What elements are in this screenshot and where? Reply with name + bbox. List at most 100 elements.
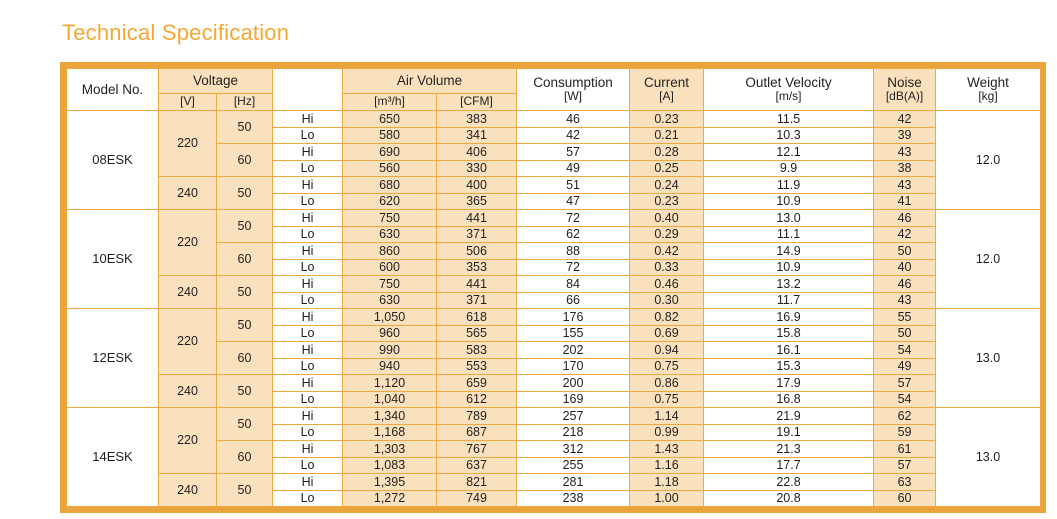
cell-air-m3h: 940 [342, 357, 438, 375]
cell-air-m3h: 1,395 [342, 473, 438, 491]
cell-current: 0.33 [629, 258, 705, 276]
cell-current: 0.69 [629, 324, 705, 342]
cell-air-m3h: 560 [342, 159, 438, 177]
cell-speed: Hi [272, 407, 344, 425]
cell-outlet-velocity: 22.8 [703, 473, 875, 491]
cell-air-cfm: 565 [436, 324, 518, 342]
table-row: 08ESK 220 50 Hi 650 383 46 0.23 11.5 42 12.0 [66, 110, 1042, 210]
weight-label: Weight [967, 74, 1009, 90]
cell-air-m3h: 1,083 [342, 456, 438, 474]
table-row: Lo 1,040 612 169 0.75 16.8 54 [67, 390, 1041, 408]
cell-outlet-velocity: 17.9 [703, 374, 875, 392]
table-row: 10ESK 220 50 Hi 750 441 72 0.40 13.0 46 12.0 [66, 209, 1042, 309]
cell-outlet-velocity: 11.1 [703, 225, 875, 243]
cell-noise: 63 [873, 473, 937, 491]
cell-air-m3h: 630 [342, 291, 438, 309]
spec-table-frame: Model No. Voltage Air Volume Consumption… [60, 62, 1046, 513]
table-row: Lo 630 371 66 0.30 11.7 43 [67, 291, 1041, 309]
cell-outlet-velocity: 13.2 [703, 275, 875, 293]
cell-noise: 40 [873, 258, 937, 276]
cell-air-cfm: 406 [436, 143, 518, 161]
cell-consumption: 170 [516, 357, 631, 375]
col-header-model: Model No. [66, 68, 159, 111]
cell-voltage-hz: 60 [215, 440, 274, 474]
cell-noise: 46 [873, 209, 937, 227]
cell-voltage-v: 240 [158, 374, 217, 408]
cell-air-cfm: 637 [436, 456, 518, 474]
cell-speed: Lo [272, 324, 344, 342]
col-header-speed-blank [272, 68, 344, 111]
cell-noise: 54 [873, 341, 937, 359]
cell-consumption: 72 [516, 209, 631, 227]
cell-consumption: 42 [516, 126, 631, 144]
consumption-label: Consumption [533, 74, 613, 90]
cell-air-cfm: 341 [436, 126, 518, 144]
cell-speed: Lo [272, 423, 344, 441]
cell-voltage-v: 240 [158, 176, 217, 210]
cell-speed: Hi [272, 308, 344, 326]
cell-weight: 13.0 [935, 407, 1042, 507]
cell-noise: 43 [873, 176, 937, 194]
cell-voltage-v: 240 [158, 275, 217, 309]
cell-noise: 43 [873, 291, 937, 309]
cell-outlet-velocity: 11.9 [703, 176, 875, 194]
table-row: 14ESK 220 50 Hi 1,340 789 257 1.14 21.9 62 13.0 [66, 407, 1042, 507]
table-row: Lo 620 365 47 0.23 10.9 41 [67, 192, 1041, 210]
cell-voltage-hz: 50 [215, 275, 274, 309]
cell-current: 1.18 [629, 473, 705, 491]
cell-voltage-hz: 60 [215, 242, 274, 276]
cell-current: 1.16 [629, 456, 705, 474]
cell-speed: Lo [272, 258, 344, 276]
cell-air-m3h: 630 [342, 225, 438, 243]
cell-noise: 41 [873, 192, 937, 210]
cell-current: 0.75 [629, 357, 705, 375]
cell-speed: Lo [272, 126, 344, 144]
consumption-unit: [W] [564, 89, 583, 104]
cell-current: 0.86 [629, 374, 705, 392]
cell-outlet-velocity: 16.8 [703, 390, 875, 408]
cell-air-m3h: 690 [342, 143, 438, 161]
cell-outlet-velocity: 11.7 [703, 291, 875, 309]
cell-consumption: 255 [516, 456, 631, 474]
cell-air-m3h: 620 [342, 192, 438, 210]
cell-consumption: 218 [516, 423, 631, 441]
cell-air-cfm: 371 [436, 291, 518, 309]
col-header-volts-unit: [V] [158, 93, 217, 111]
cell-outlet-velocity: 21.3 [703, 440, 875, 458]
cell-voltage-hz: 50 [215, 176, 274, 210]
cell-current: 1.14 [629, 407, 705, 425]
cell-consumption: 72 [516, 258, 631, 276]
cell-speed: Hi [272, 110, 344, 128]
cell-speed: Lo [272, 159, 344, 177]
table-row: 240 50 Hi 1,395 821 281 1.18 22.8 63 [67, 473, 1041, 507]
cell-air-cfm: 365 [436, 192, 518, 210]
cell-air-m3h: 1,340 [342, 407, 438, 425]
cell-weight: 13.0 [935, 308, 1042, 408]
cell-speed: Hi [272, 242, 344, 260]
table-row: Lo 560 330 49 0.25 9.9 38 [67, 159, 1041, 177]
cell-noise: 50 [873, 242, 937, 260]
cell-consumption: 257 [516, 407, 631, 425]
cell-air-m3h: 680 [342, 176, 438, 194]
cell-speed: Hi [272, 143, 344, 161]
cell-speed: Hi [272, 374, 344, 392]
cell-voltage-hz: 50 [215, 110, 274, 144]
cell-voltage-hz: 50 [215, 473, 274, 507]
cell-noise: 42 [873, 110, 937, 128]
cell-voltage-hz: 60 [215, 341, 274, 375]
cell-speed: Hi [272, 473, 344, 491]
cell-current: 0.21 [629, 126, 705, 144]
cell-current: 0.42 [629, 242, 705, 260]
col-header-noise: Noise [dB(A)] [873, 68, 937, 111]
cell-current: 0.40 [629, 209, 705, 227]
cell-voltage-hz: 50 [215, 308, 274, 342]
cell-noise: 39 [873, 126, 937, 144]
cell-speed: Hi [272, 440, 344, 458]
outlet-velocity-label: Outlet Velocity [745, 74, 832, 90]
cell-air-cfm: 749 [436, 489, 518, 507]
noise-unit: [dB(A)] [885, 89, 924, 104]
cell-consumption: 47 [516, 192, 631, 210]
cell-outlet-velocity: 10.9 [703, 192, 875, 210]
cell-air-m3h: 600 [342, 258, 438, 276]
cell-voltage-hz: 50 [215, 407, 274, 441]
